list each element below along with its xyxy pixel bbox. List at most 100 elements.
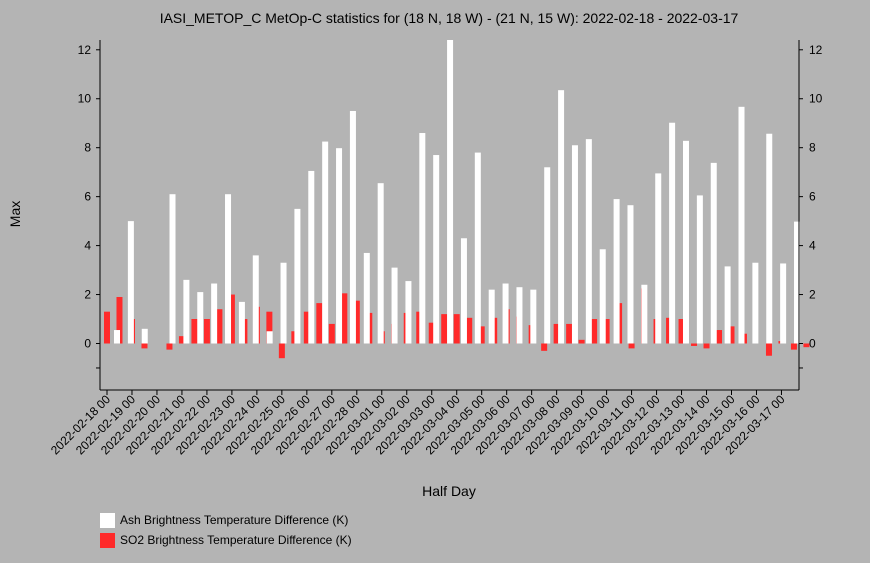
so2-bar	[191, 319, 198, 344]
so2-bar	[316, 303, 323, 344]
so2-bar	[141, 343, 148, 349]
ash-bar	[488, 289, 495, 344]
ash-bar	[169, 194, 176, 344]
ash-bar	[363, 252, 370, 344]
ash-bar	[183, 279, 190, 344]
so2-bar	[116, 296, 123, 344]
so2-bar	[353, 300, 360, 344]
ash-bar	[766, 133, 773, 344]
so2-bar	[341, 293, 348, 344]
so2-bar	[228, 294, 235, 344]
so2-bar	[466, 317, 473, 344]
ash-bar	[460, 238, 467, 344]
ash-bar	[433, 155, 440, 344]
so2-bar	[765, 343, 772, 356]
so2-bar	[441, 314, 448, 344]
ash-bar	[627, 205, 634, 344]
ash-bar	[724, 266, 731, 344]
so2-bar	[178, 336, 185, 344]
ash-bar	[127, 221, 134, 344]
so2-bar	[553, 323, 560, 344]
legend-ash-label: Ash Brightness Temperature Difference (K…	[120, 513, 349, 527]
y-tick-label-left: 8	[84, 141, 91, 155]
ash-bar	[447, 40, 454, 344]
so2-bar	[266, 311, 273, 344]
ash-bar	[752, 262, 759, 344]
ash-bar	[696, 195, 703, 344]
ash-bar	[280, 262, 287, 344]
ash-bar	[377, 183, 384, 344]
ash-bar	[141, 328, 148, 344]
legend-so2-swatch	[100, 533, 115, 548]
ash-bar	[682, 140, 689, 344]
so2-bar	[541, 343, 548, 351]
so2-bar	[416, 311, 423, 344]
so2-bar	[216, 309, 223, 344]
y-tick-label-left: 2	[84, 288, 91, 302]
ash-bar	[349, 110, 356, 344]
ash-bar	[474, 152, 481, 344]
ash-bar	[211, 283, 218, 344]
y-tick-label-right: 4	[809, 239, 816, 253]
so2-bar	[790, 343, 797, 350]
so2-bar	[678, 319, 685, 344]
so2-bar	[591, 319, 598, 344]
ash-bar	[655, 173, 662, 344]
ash-bar	[405, 281, 412, 344]
ash-bar	[516, 287, 523, 344]
so2-bar	[703, 343, 710, 349]
y-tick-label-right: 8	[809, 141, 816, 155]
ash-bar	[641, 284, 648, 344]
so2-bar	[666, 317, 673, 344]
ash-bar	[558, 90, 565, 344]
so2-bar	[803, 343, 810, 348]
y-tick-label-left: 4	[84, 239, 91, 253]
x-axis-label: Half Day	[422, 483, 476, 499]
so2-bar	[166, 343, 173, 350]
y-tick-label-right: 6	[809, 190, 816, 204]
ash-bar	[252, 255, 259, 344]
legend-so2-label: SO2 Brightness Temperature Difference (K…	[120, 533, 352, 547]
so2-bar	[691, 343, 698, 346]
ash-bar	[225, 194, 232, 344]
y-tick-label-left: 6	[84, 190, 91, 204]
ash-bar	[238, 301, 245, 344]
legend-ash-swatch	[100, 513, 115, 528]
ash-bar	[780, 263, 787, 344]
y-tick-label-right: 12	[809, 43, 823, 57]
y-tick-label-left: 0	[84, 336, 91, 350]
ash-bar	[613, 199, 620, 344]
ash-bar	[669, 122, 676, 344]
so2-bar	[478, 326, 485, 344]
y-tick-label-left: 12	[78, 43, 92, 57]
ash-bar	[197, 292, 204, 344]
ash-bar	[502, 283, 509, 344]
ash-bar	[544, 167, 551, 344]
so2-bar	[328, 323, 335, 344]
ash-bar	[294, 208, 301, 344]
so2-bar	[453, 314, 460, 344]
so2-bar	[428, 322, 435, 344]
y-tick-label-left: 10	[78, 92, 92, 106]
y-tick-label-right: 0	[809, 336, 816, 350]
ash-bar	[114, 330, 120, 344]
ash-bar	[571, 145, 578, 344]
so2-bar	[728, 326, 735, 344]
so2-bar	[104, 311, 110, 344]
ash-bar	[794, 221, 801, 344]
ash-bar	[738, 106, 745, 344]
ash-bar	[419, 133, 426, 344]
y-axis-label: Max	[7, 201, 23, 227]
so2-bar	[566, 323, 573, 344]
so2-bar	[603, 319, 610, 344]
so2-bar	[203, 319, 210, 344]
ash-bar	[599, 249, 606, 344]
ash-bar	[585, 139, 592, 344]
ash-bar	[530, 289, 537, 344]
ash-bar	[710, 162, 717, 344]
chart-title: IASI_METOP_C MetOp-C statistics for (18 …	[160, 10, 739, 26]
ash-bar	[391, 267, 398, 344]
so2-bar	[291, 331, 298, 344]
